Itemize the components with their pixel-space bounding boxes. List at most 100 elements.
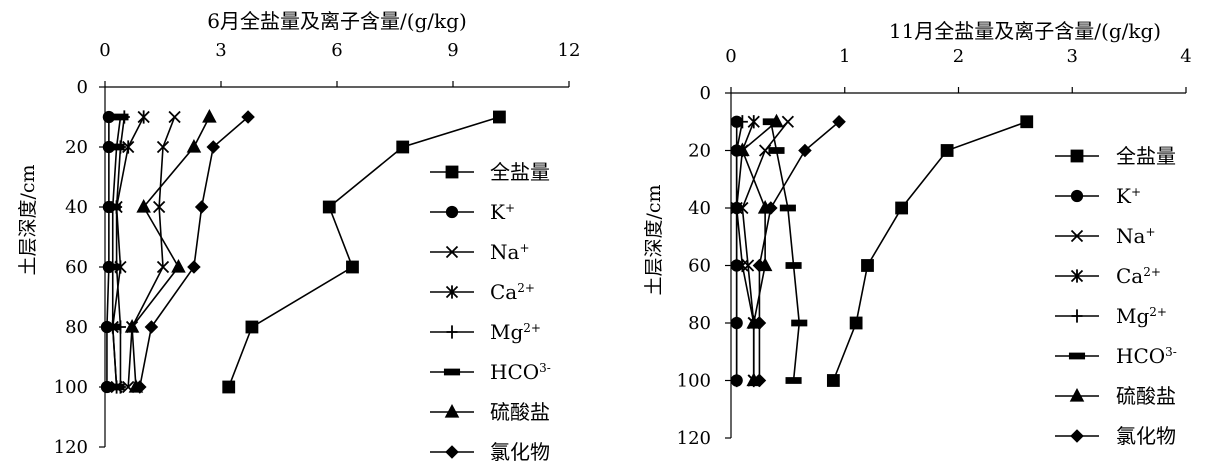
legend-label: 氯化物 [1116, 424, 1176, 448]
legend-item-total-salt: 全盐量 [1055, 144, 1176, 168]
legend-item-naplus: Na+ [1055, 224, 1156, 248]
legend-marker [1070, 429, 1084, 443]
x-tick-label: 12 [558, 40, 581, 61]
data-point [752, 258, 767, 273]
data-point [136, 199, 151, 213]
data-point [768, 147, 785, 154]
data-point [156, 140, 170, 154]
data-point [108, 143, 125, 151]
legend-marker [445, 445, 459, 459]
data-point [791, 319, 808, 327]
legend-marker [446, 325, 458, 339]
data-point [124, 319, 140, 333]
legend-item-chloride: 氯化物 [430, 440, 550, 464]
data-point [104, 323, 121, 331]
legend-label: K+ [490, 200, 515, 224]
legend-item-mg2plus: Mg2+ [1055, 304, 1167, 328]
series-line [832, 120, 1028, 381]
legend-marker [1070, 149, 1084, 163]
data-point [1020, 115, 1034, 129]
legend-label: Ca2+ [1116, 264, 1161, 288]
y-tick-label: 40 [65, 197, 88, 218]
legend-item-sulfate: 硫酸盐 [430, 400, 550, 424]
legend-item-naplus: Na+ [430, 240, 530, 264]
series-total-salt [826, 115, 1034, 387]
y-tick-label: 40 [688, 198, 711, 219]
legend-item-hco3minus: HCO3- [1055, 344, 1177, 368]
series-chloride [133, 110, 255, 394]
x-tick-label: 0 [99, 40, 110, 61]
legend-marker [445, 245, 459, 259]
legend-marker [1071, 309, 1083, 323]
legend-label: 全盐量 [490, 160, 550, 184]
data-point [785, 262, 802, 269]
legend-label: K+ [1116, 184, 1141, 208]
data-point [133, 380, 147, 394]
legend-item-ca2plus: Ca2+ [430, 280, 535, 304]
data-point [758, 144, 772, 157]
data-point [206, 140, 221, 154]
legend-marker [1070, 229, 1084, 243]
y-axis-label: 土层深度/cm [17, 164, 39, 275]
data-point [104, 263, 121, 271]
legend-label: Mg2+ [1116, 304, 1167, 328]
y-axis-label: 土层深度/cm [643, 184, 665, 295]
legend-marker [444, 404, 460, 418]
legend-item-hco3minus: HCO3- [430, 360, 551, 384]
series-line [227, 116, 500, 388]
y-tick-label: 80 [688, 313, 711, 334]
legend-marker [445, 205, 459, 219]
series-line [770, 121, 801, 381]
data-point [122, 140, 135, 154]
series-line [758, 121, 840, 381]
data-point [322, 200, 336, 214]
series-line [735, 121, 744, 381]
data-point [144, 320, 159, 334]
legend-marker [1069, 388, 1085, 402]
data-point [194, 200, 209, 214]
data-point [492, 110, 506, 124]
data-point [849, 316, 863, 330]
data-point [168, 110, 181, 124]
legend-label: 全盐量 [1116, 144, 1176, 168]
series-line [131, 116, 211, 388]
data-point [832, 114, 846, 129]
legend-item-total-salt: 全盐量 [430, 160, 550, 184]
x-tick-label: 0 [725, 46, 736, 67]
legend-label: HCO3- [490, 360, 551, 384]
chart-title: 11月全盐量及离子含量/(g/kg) [889, 19, 1161, 43]
series-line [735, 121, 755, 381]
legend-label: 硫酸盐 [1116, 384, 1176, 408]
x-tick-label: 1 [839, 46, 850, 67]
data-point [396, 140, 410, 154]
legend-item-ca2plus: Ca2+ [1055, 264, 1161, 288]
legend-marker [445, 165, 459, 179]
y-tick-label: 0 [77, 77, 88, 98]
data-point [222, 380, 236, 394]
series-naplus [122, 110, 181, 394]
chart-june: 6月全盐量及离子含量/(g/kg)0 3 6 9 12020406080100120土层… [17, 9, 580, 464]
chart-title: 6月全盐量及离子含量/(g/kg) [207, 9, 467, 33]
x-tick-label: 6 [331, 40, 342, 61]
y-tick-label: 0 [700, 83, 711, 104]
legend-marker [445, 285, 459, 299]
data-point [741, 259, 755, 272]
series-line [106, 117, 110, 387]
data-point [186, 139, 202, 153]
data-point [108, 383, 125, 391]
series-line [139, 116, 249, 388]
data-point [940, 144, 954, 157]
series-line [115, 116, 126, 387]
legend-marker [1070, 269, 1084, 283]
data-point [731, 316, 743, 330]
data-point [346, 260, 359, 274]
data-point [826, 374, 840, 387]
series-total-salt [222, 110, 506, 394]
y-tick-label: 80 [65, 317, 88, 338]
legend-item-sulfate: 硫酸盐 [1055, 384, 1176, 408]
y-tick-label: 100 [54, 377, 88, 398]
data-point [112, 113, 129, 121]
data-point [137, 110, 150, 124]
legend-marker [1068, 352, 1086, 360]
